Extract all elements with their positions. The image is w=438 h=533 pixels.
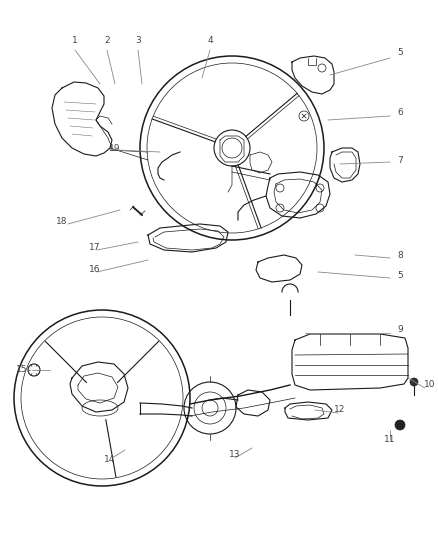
- Text: 17: 17: [89, 244, 100, 253]
- Text: 11: 11: [383, 435, 395, 445]
- Text: 3: 3: [135, 36, 141, 44]
- Text: 12: 12: [334, 406, 345, 415]
- Text: 1: 1: [72, 36, 78, 44]
- Text: 13: 13: [229, 450, 240, 459]
- Circle shape: [409, 378, 417, 386]
- Text: 6: 6: [396, 108, 402, 117]
- Text: 7: 7: [396, 156, 402, 165]
- Text: 8: 8: [396, 251, 402, 260]
- Text: 10: 10: [423, 381, 435, 390]
- Text: 15: 15: [16, 366, 28, 375]
- Circle shape: [394, 420, 404, 430]
- Text: 18: 18: [56, 217, 67, 227]
- Text: 5: 5: [396, 271, 402, 280]
- Text: 5: 5: [396, 47, 402, 56]
- Text: 14: 14: [104, 456, 116, 464]
- Text: 16: 16: [89, 265, 100, 274]
- Text: 9: 9: [396, 326, 402, 335]
- Text: 19: 19: [109, 143, 120, 152]
- Text: 4: 4: [207, 36, 212, 44]
- Text: 2: 2: [104, 36, 110, 44]
